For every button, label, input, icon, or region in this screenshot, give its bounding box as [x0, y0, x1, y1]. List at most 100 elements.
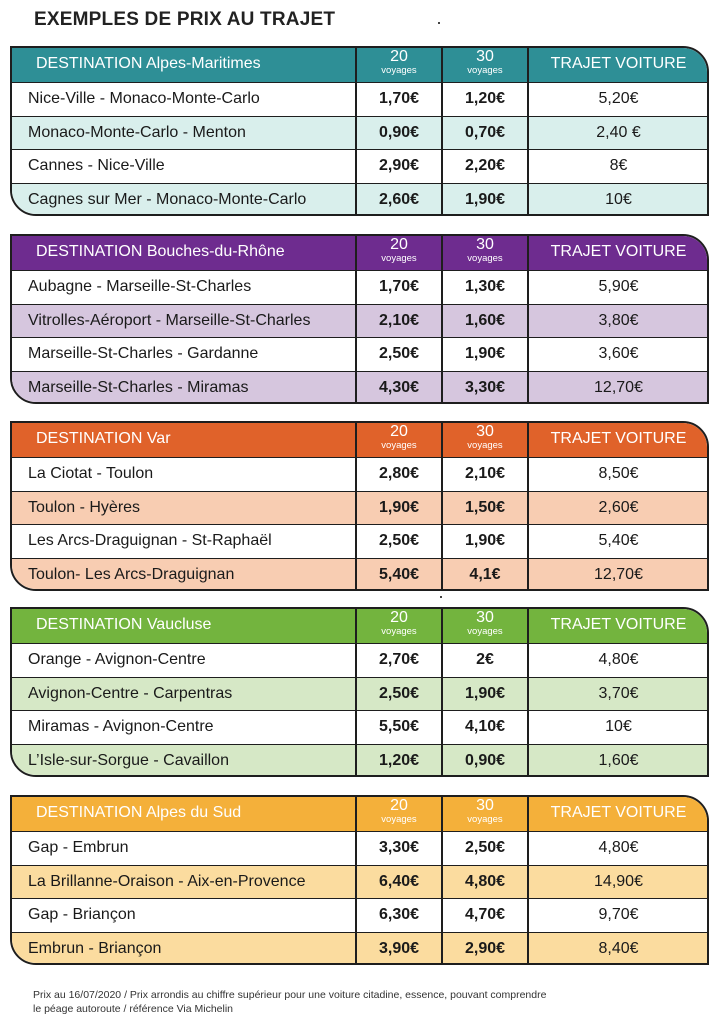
col-trajet-voiture: TRAJET VOITURE	[550, 616, 687, 633]
table-row: Embrun - Briançon 3,90€ 2,90€ 8,40€	[12, 931, 707, 963]
column-divider	[527, 423, 529, 589]
table-row: Marseille-St-Charles - Miramas 4,30€ 3,30€…	[12, 370, 707, 402]
column-divider	[441, 423, 443, 589]
footer-line-2: le péage autoroute / référence Via Miche…	[33, 1003, 234, 1015]
route-name: Nice-Ville - Monaco-Monte-Carlo	[28, 90, 260, 107]
table-header: DESTINATION Vaucluse 20 voyages 30 voyages TR…	[12, 609, 707, 643]
price-30-voyages: 2€	[476, 651, 494, 668]
price-30-voyages: 1,50€	[464, 498, 506, 516]
price-20-voyages: 1,20€	[378, 751, 420, 769]
route-name: Gap - Briançon	[28, 906, 136, 923]
column-divider	[355, 609, 357, 775]
footer-line-1: Prix au 16/07/2020 / Prix arrondis au ch…	[33, 989, 547, 1001]
price-car: 2,60€	[598, 498, 639, 516]
route-name: Marseille-St-Charles - Miramas	[28, 378, 249, 396]
price-20-voyages: 6,30€	[378, 906, 420, 923]
column-divider	[441, 236, 443, 402]
table-header: DESTINATION Alpes-Maritimes 20 voyages 30 vo…	[12, 48, 707, 82]
price-20-voyages: 1,70€	[378, 278, 420, 295]
price-car: 4,80€	[598, 839, 639, 856]
col-20-voyages: 20 voyages	[381, 48, 417, 77]
price-30-voyages: 1,90€	[464, 190, 506, 208]
table-row: La Ciotat - Toulon 2,80€ 2,10€ 8,50€	[12, 457, 707, 491]
column-divider	[527, 48, 529, 214]
price-20-voyages: 2,80€	[378, 465, 420, 482]
col-trajet-voiture: TRAJET VOITURE	[550, 55, 687, 72]
price-20-voyages: 2,50€	[378, 532, 420, 549]
col-30-voyages: 30 voyages	[467, 236, 503, 265]
table-row: Toulon - Hyères 1,90€ 1,50€ 2,60€	[12, 490, 707, 525]
table-row: Orange - Avignon-Centre 2,70€ 2€ 4,80€	[12, 643, 707, 677]
table-row: Les Arcs-Draguignan - St-Raphaël 2,50€ 1,9…	[12, 524, 707, 558]
route-name: Embrun - Briançon	[28, 939, 162, 957]
col-trajet-voiture: TRAJET VOITURE	[550, 430, 687, 447]
price-30-voyages: 2,50€	[464, 839, 506, 856]
price-30-voyages: 1,90€	[464, 532, 506, 549]
route-name: L’Isle-sur-Sorgue - Cavaillon	[28, 751, 229, 769]
destination-table: DESTINATION Alpes du Sud 20 voyages 30 voyag…	[10, 795, 709, 965]
price-30-voyages: 2,20€	[464, 157, 506, 174]
price-20-voyages: 6,40€	[378, 872, 420, 890]
col-trajet-voiture: TRAJET VOITURE	[550, 804, 687, 821]
table-row: Monaco-Monte-Carlo - Menton 0,90€ 0,70€ 2,4…	[12, 115, 707, 150]
price-car: 2,40 €	[596, 123, 641, 141]
table-row: Miramas - Avignon-Centre 5,50€ 4,10€ 10€	[12, 710, 707, 744]
route-name: Vitrolles-Aéroport - Marseille-St-Charle…	[28, 311, 311, 329]
price-20-voyages: 2,50€	[378, 684, 420, 702]
price-30-voyages: 1,90€	[464, 345, 506, 362]
price-20-voyages: 4,30€	[378, 378, 420, 396]
col-30-voyages: 30 voyages	[467, 609, 503, 638]
price-20-voyages: 2,60€	[378, 190, 420, 208]
route-name: Monaco-Monte-Carlo - Menton	[28, 123, 246, 141]
price-20-voyages: 1,70€	[378, 90, 420, 107]
price-20-voyages: 2,70€	[378, 651, 420, 668]
route-name: Marseille-St-Charles - Gardanne	[28, 345, 259, 362]
table-row: Vitrolles-Aéroport - Marseille-St-Charle…	[12, 303, 707, 338]
table-header: DESTINATION Var 20 voyages 30 voyages TRAJET …	[12, 423, 707, 457]
table-row: Avignon-Centre - Carpentras 2,50€ 1,90€ 3,7…	[12, 676, 707, 711]
route-name: Les Arcs-Draguignan - St-Raphaël	[28, 532, 272, 549]
column-divider	[527, 797, 529, 963]
price-20-voyages: 5,40€	[378, 565, 420, 583]
column-divider	[441, 48, 443, 214]
col-20-voyages: 20 voyages	[381, 236, 417, 265]
route-name: Gap - Embrun	[28, 839, 129, 856]
price-30-voyages: 4,70€	[464, 906, 506, 923]
price-car: 9,70€	[598, 906, 639, 923]
price-30-voyages: 4,10€	[464, 718, 506, 735]
column-divider	[441, 609, 443, 775]
destination-table: DESTINATION Alpes-Maritimes 20 voyages 30 vo…	[10, 46, 709, 216]
price-30-voyages: 1,30€	[464, 278, 506, 295]
column-divider	[527, 236, 529, 402]
price-car: 5,40€	[598, 532, 639, 549]
price-car: 10€	[605, 190, 632, 208]
column-divider	[355, 797, 357, 963]
route-name: Miramas - Avignon-Centre	[28, 718, 214, 735]
destination-label: DESTINATION Var	[36, 430, 171, 447]
price-car: 4,80€	[598, 651, 639, 668]
col-30-voyages: 30 voyages	[467, 797, 503, 826]
table-row: Gap - Briançon 6,30€ 4,70€ 9,70€	[12, 898, 707, 932]
price-car: 8,40€	[598, 939, 639, 957]
col-trajet-voiture: TRAJET VOITURE	[550, 243, 687, 260]
table-row: Marseille-St-Charles - Gardanne 2,50€ 1,90…	[12, 337, 707, 371]
table-row: Gap - Embrun 3,30€ 2,50€ 4,80€	[12, 831, 707, 865]
destination-label: DESTINATION Alpes du Sud	[36, 804, 242, 821]
price-car: 3,80€	[598, 311, 639, 329]
column-divider	[355, 236, 357, 402]
price-car: 8,50€	[598, 465, 639, 482]
price-30-voyages: 3,30€	[464, 378, 506, 396]
price-car: 5,20€	[598, 90, 639, 107]
col-20-voyages: 20 voyages	[381, 609, 417, 638]
destination-table: DESTINATION Var 20 voyages 30 voyages TRAJET …	[10, 421, 709, 591]
price-car: 12,70€	[594, 378, 643, 396]
price-car: 3,60€	[598, 345, 639, 362]
price-30-voyages: 2,10€	[464, 465, 506, 482]
table-row: Cagnes sur Mer - Monaco-Monte-Carlo 2,60€…	[12, 182, 707, 214]
price-20-voyages: 2,90€	[378, 157, 420, 174]
price-car: 14,90€	[594, 872, 643, 890]
footer-note: Prix au 16/07/2020 / Prix arrondis au ch…	[33, 988, 673, 1016]
column-divider	[527, 609, 529, 775]
price-20-voyages: 1,90€	[378, 498, 420, 516]
price-30-voyages: 0,90€	[464, 751, 506, 769]
